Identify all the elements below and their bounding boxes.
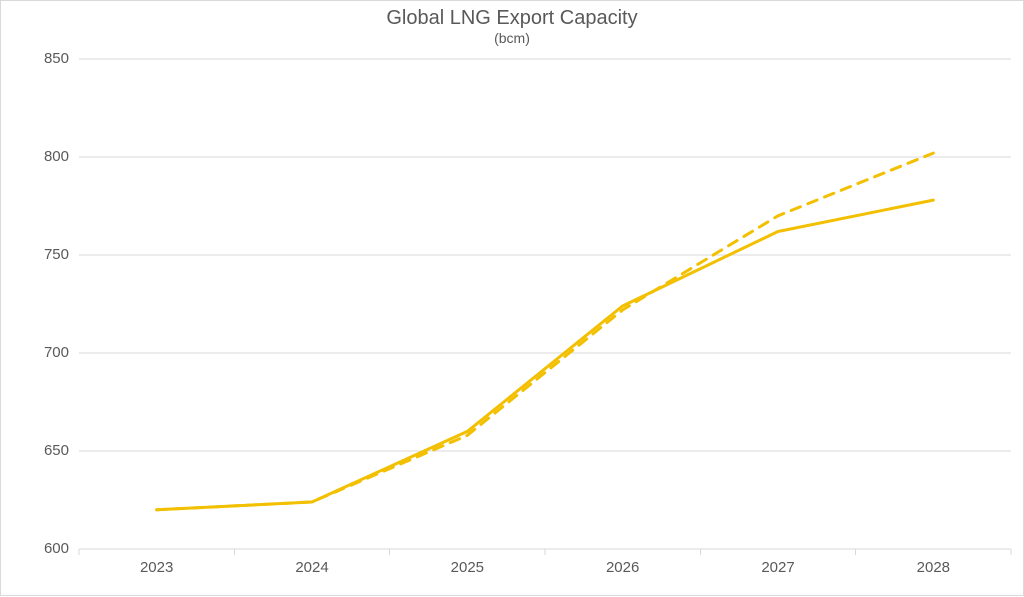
x-axis-label: 2028: [893, 559, 973, 576]
y-axis-label: 750: [44, 246, 69, 263]
series-dashed: [157, 153, 934, 510]
x-axis-label: 2026: [583, 559, 663, 576]
y-axis-label: 700: [44, 344, 69, 361]
y-axis-label: 650: [44, 442, 69, 459]
y-axis-label: 800: [44, 148, 69, 165]
x-axis-label: 2027: [738, 559, 818, 576]
x-axis-label: 2023: [117, 559, 197, 576]
y-axis-label: 600: [44, 540, 69, 557]
x-axis-label: 2025: [427, 559, 507, 576]
chart-frame: Global LNG Export Capacity (bcm) 6006507…: [0, 0, 1024, 596]
chart-svg: [1, 1, 1024, 597]
y-axis-label: 850: [44, 50, 69, 67]
series-solid: [157, 200, 934, 510]
x-axis-label: 2024: [272, 559, 352, 576]
